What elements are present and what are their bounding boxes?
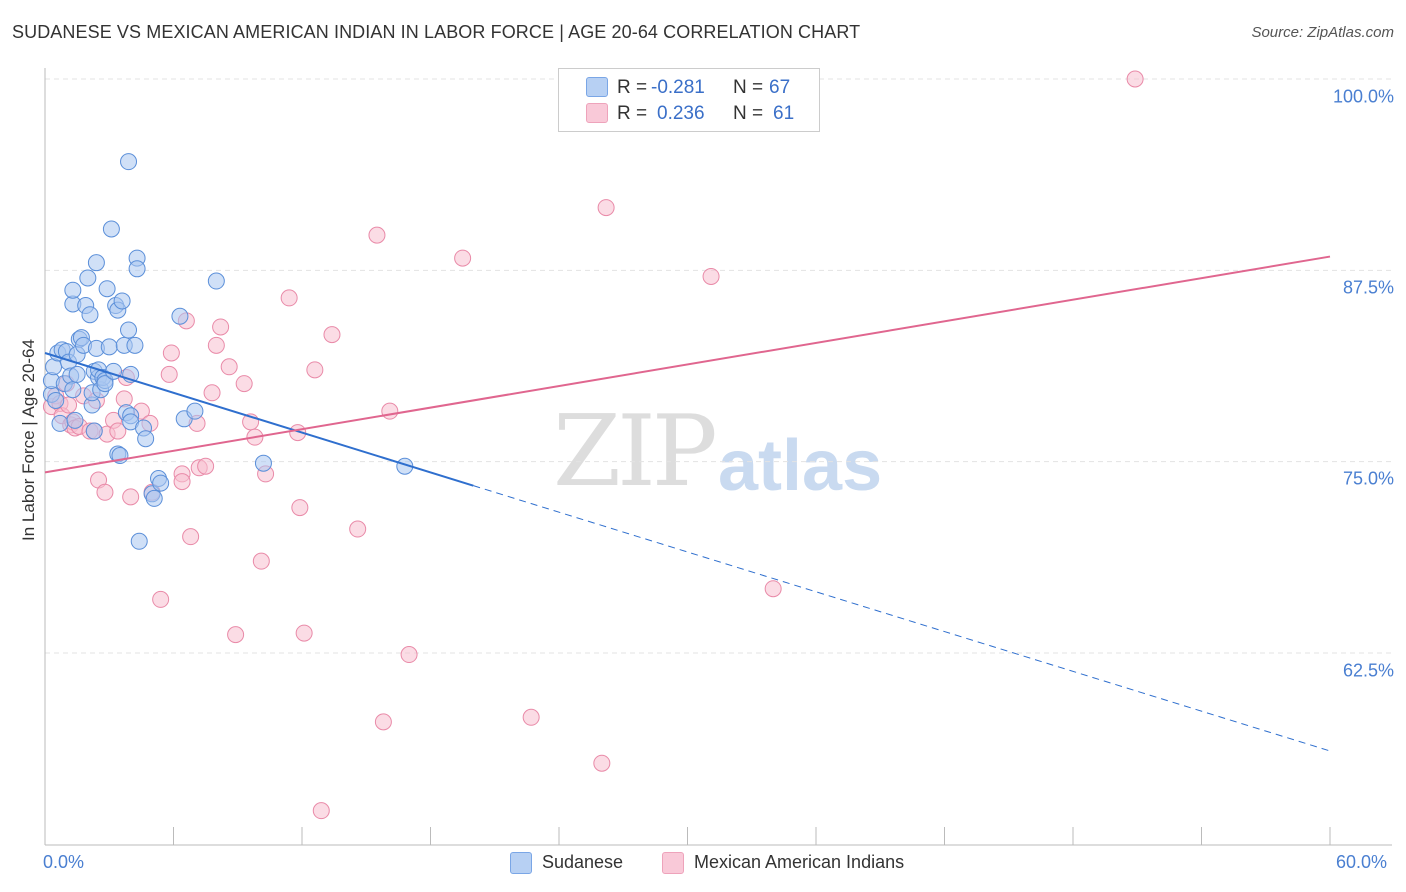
trend-line-mexican-american-indians [44, 255, 1331, 474]
source-label: Source: ZipAtlas.com [1251, 24, 1394, 41]
trend-line-sudanese [44, 352, 474, 487]
legend-r-value: 0.236 [657, 103, 705, 124]
data-point-sudanese [137, 430, 155, 448]
data-point-mexican-american-indians [152, 590, 170, 608]
legend-swatch-sudanese [586, 77, 608, 97]
data-point-sudanese [102, 220, 120, 238]
data-point-mexican-american-indians [400, 646, 418, 664]
y-tick-label: 62.5% [1342, 660, 1394, 681]
data-point-mexican-american-indians [306, 361, 324, 379]
series-legend-label-sudanese: Sudanese [542, 852, 624, 872]
data-point-mexican-american-indians [522, 708, 540, 726]
y-tick-label: 75.0% [1342, 468, 1394, 489]
data-point-mexican-american-indians [593, 754, 611, 772]
data-point-mexican-american-indians [162, 344, 180, 362]
watermark-zip: ZIP [553, 395, 718, 509]
x-tick-label-max: 60.0% [1336, 852, 1388, 872]
data-point-sudanese [152, 474, 170, 492]
y-tick-label: 87.5% [1342, 277, 1394, 298]
data-point-mexican-american-indians [280, 289, 298, 307]
data-point-mexican-american-indians [227, 626, 245, 644]
legend-r-label: R = [617, 77, 648, 98]
data-point-mexican-american-indians [374, 713, 392, 731]
data-point-mexican-american-indians [349, 520, 367, 538]
data-point-mexican-american-indians [207, 336, 225, 354]
data-point-mexican-american-indians [295, 624, 313, 642]
legend-r-value: -0.281 [651, 77, 705, 98]
y-axis-label: In Labor Force | Age 20-64 [19, 339, 38, 541]
data-point-sudanese [87, 254, 105, 272]
data-point-mexican-american-indians [381, 402, 399, 420]
x-tick-label-min: 0.0% [43, 852, 85, 872]
data-point-sudanese [96, 375, 114, 393]
legend-n-value: 67 [769, 77, 791, 98]
data-point-mexican-american-indians [173, 473, 191, 491]
data-point-mexican-american-indians [122, 488, 140, 506]
legend-swatch-mexican-american-indians [586, 103, 608, 123]
data-point-sudanese [79, 269, 97, 287]
series-legend-swatch-sudanese [510, 852, 532, 874]
trend-line-sudanese-extension [473, 485, 1331, 752]
data-point-mexican-american-indians [454, 249, 472, 267]
data-point-mexican-american-indians [182, 528, 200, 546]
data-point-mexican-american-indians [212, 318, 230, 336]
data-point-mexican-american-indians [702, 267, 720, 285]
data-point-sudanese [100, 338, 118, 356]
legend-r-label: R = [617, 103, 648, 124]
data-point-sudanese [98, 280, 116, 298]
data-point-sudanese [254, 454, 272, 472]
data-point-mexican-american-indians [197, 457, 215, 475]
data-point-mexican-american-indians [323, 326, 341, 344]
data-point-mexican-american-indians [203, 384, 221, 402]
data-point-sudanese [120, 321, 138, 339]
data-point-sudanese [171, 307, 189, 325]
data-point-sudanese [120, 153, 138, 171]
data-point-sudanese [126, 336, 144, 354]
data-point-mexican-american-indians [291, 499, 309, 517]
data-point-mexican-american-indians [160, 365, 178, 383]
data-point-sudanese [113, 292, 131, 310]
data-point-sudanese [64, 381, 82, 399]
data-point-mexican-american-indians [252, 552, 270, 570]
data-point-mexican-american-indians [109, 422, 127, 440]
y-tick-label: 100.0% [1332, 86, 1394, 107]
data-point-mexican-american-indians [764, 580, 782, 598]
legend-n-value: 61 [773, 103, 795, 124]
data-point-mexican-american-indians [597, 199, 615, 217]
watermark-atlas: atlas [718, 426, 883, 506]
correlation-legend: R = -0.281 N = 67 R = 0.236 N = 61 [558, 68, 820, 132]
data-point-mexican-american-indians [312, 802, 330, 820]
series-legend-swatch-mexican-american-indians [662, 852, 684, 874]
data-point-sudanese [51, 414, 69, 432]
data-point-sudanese [130, 532, 148, 550]
data-point-sudanese [85, 422, 103, 440]
data-point-mexican-american-indians [235, 375, 253, 393]
data-point-sudanese [81, 306, 99, 324]
chart-title: SUDANESE VS MEXICAN AMERICAN INDIAN IN L… [12, 22, 861, 42]
legend-n-label: N = [733, 77, 764, 98]
data-point-sudanese [66, 411, 84, 429]
data-point-sudanese [47, 391, 65, 409]
data-point-mexican-american-indians [96, 483, 114, 501]
data-point-sudanese [68, 365, 86, 383]
data-point-sudanese [128, 260, 146, 278]
data-point-sudanese [145, 489, 163, 507]
data-point-mexican-american-indians [1126, 70, 1144, 88]
data-point-mexican-american-indians [368, 226, 386, 244]
data-point-sudanese [186, 402, 204, 420]
data-point-sudanese [207, 272, 225, 290]
series-legend-label-mexican-american-indians: Mexican American Indians [694, 852, 905, 872]
data-point-sudanese [64, 281, 82, 299]
legend-n-label: N = [733, 103, 764, 124]
data-point-mexican-american-indians [220, 358, 238, 376]
